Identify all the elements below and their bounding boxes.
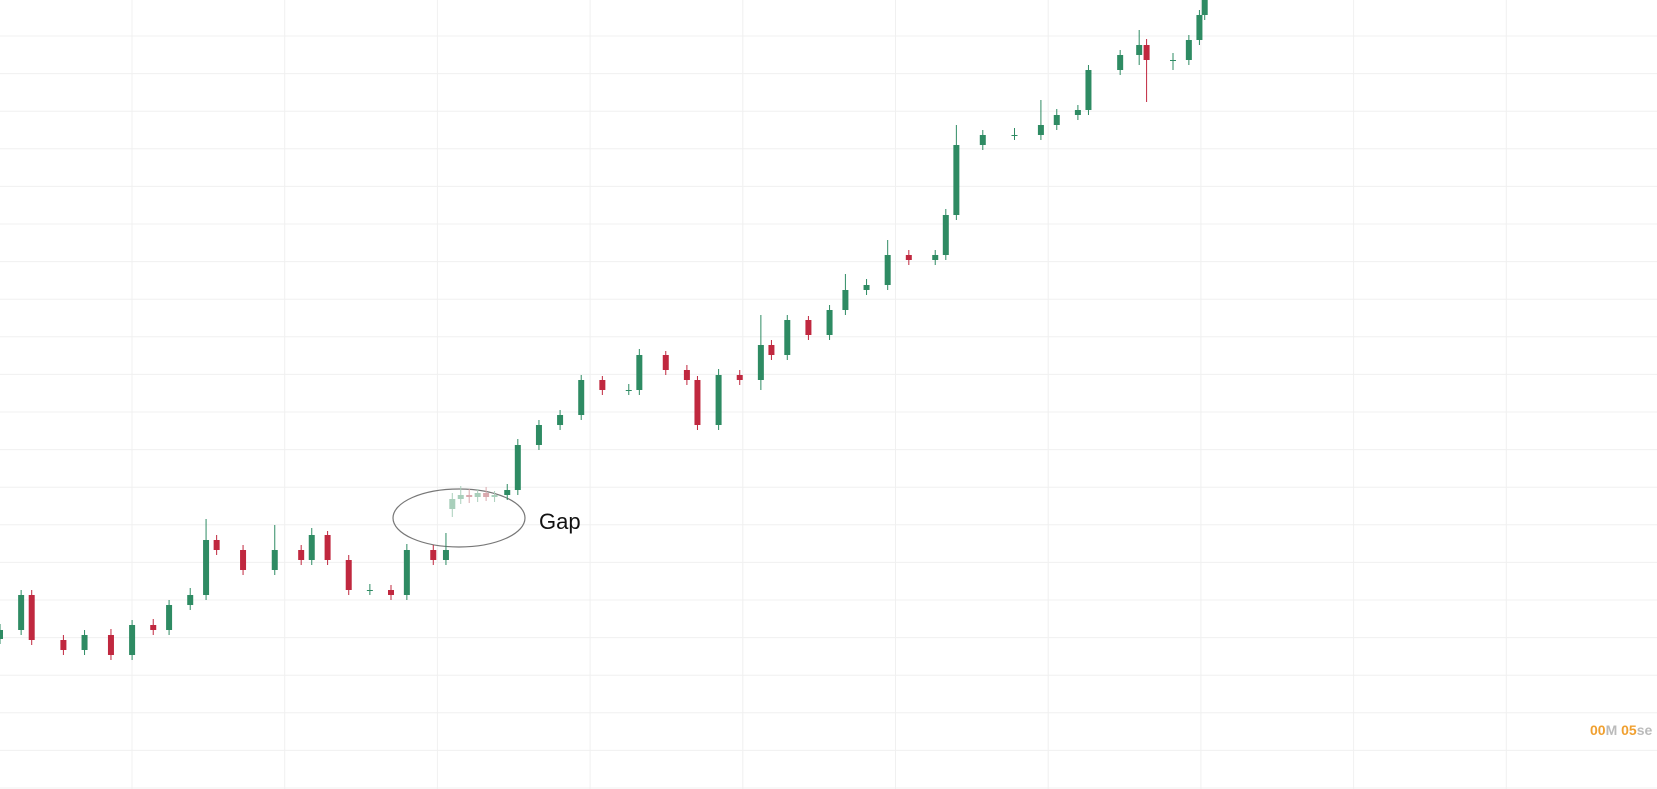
timer-part: 05 — [1621, 722, 1637, 738]
candle-body — [1011, 135, 1018, 136]
candle-body — [826, 310, 833, 335]
candle-body — [81, 635, 88, 650]
candle-body — [805, 320, 812, 335]
candle-body — [60, 640, 67, 650]
candle-body — [324, 535, 331, 560]
candle-body — [107, 635, 114, 655]
candle-body — [1143, 45, 1150, 60]
candle-body — [768, 345, 775, 355]
candle-body — [203, 540, 210, 595]
candle-body — [483, 493, 490, 497]
candle-body — [18, 595, 25, 630]
candle-body — [150, 625, 157, 630]
candle-body — [514, 445, 521, 490]
candle-body — [757, 345, 764, 380]
candle-body — [403, 550, 410, 595]
candle-body — [535, 425, 542, 445]
candle-body — [662, 355, 669, 370]
candle-body — [636, 355, 643, 390]
candle-body — [932, 255, 939, 260]
candle-body — [187, 595, 194, 605]
candle-body — [388, 590, 395, 595]
candle-body — [430, 550, 437, 560]
candle-body — [557, 415, 564, 425]
candle-body — [345, 560, 352, 590]
candle-body — [578, 380, 585, 415]
candle-body — [1185, 40, 1192, 60]
candle-body — [271, 550, 278, 570]
timer-part: 00 — [1590, 722, 1606, 738]
candle-body — [942, 215, 949, 255]
candle-body — [1201, 0, 1208, 15]
candle-body — [884, 255, 891, 285]
candle-body — [953, 145, 960, 215]
candle-body — [683, 370, 690, 380]
candle-body — [905, 255, 912, 260]
candle-body — [1037, 125, 1044, 135]
candle-body — [736, 375, 743, 380]
candle-body — [1136, 45, 1143, 55]
candle-body — [240, 550, 247, 570]
timer-part: se — [1637, 722, 1653, 738]
candle-body — [166, 605, 173, 630]
candle-body — [1196, 15, 1203, 40]
candle-body — [784, 320, 791, 355]
candle-body — [1085, 70, 1092, 110]
candle-body — [449, 499, 456, 509]
candle-body — [625, 390, 632, 391]
candle-body — [1053, 115, 1060, 125]
candle-body — [1170, 60, 1177, 61]
candle-body — [599, 380, 606, 390]
candle-body — [694, 380, 701, 425]
gap-highlight — [392, 488, 526, 548]
candle-body — [0, 630, 3, 639]
candle-body — [308, 535, 315, 560]
candle-body — [366, 590, 373, 591]
candle-body — [28, 595, 35, 640]
candle-body — [491, 495, 498, 497]
candle-body — [474, 493, 481, 497]
candle-body — [979, 135, 986, 145]
gap-label: Gap — [539, 509, 581, 534]
candle-body — [457, 495, 464, 499]
candle-body — [863, 285, 870, 290]
candle-body — [466, 495, 473, 497]
candle-body — [715, 375, 722, 425]
candle-body — [129, 625, 136, 655]
candle-body — [442, 550, 449, 560]
candle-body — [298, 550, 305, 560]
timer: 00M 05se — [1590, 722, 1653, 738]
candle-body — [213, 540, 220, 550]
candle-body — [1074, 110, 1081, 115]
candle-body — [504, 490, 511, 495]
candle-body — [1117, 55, 1124, 70]
timer-part: M — [1606, 722, 1622, 738]
candle-body — [842, 290, 849, 310]
